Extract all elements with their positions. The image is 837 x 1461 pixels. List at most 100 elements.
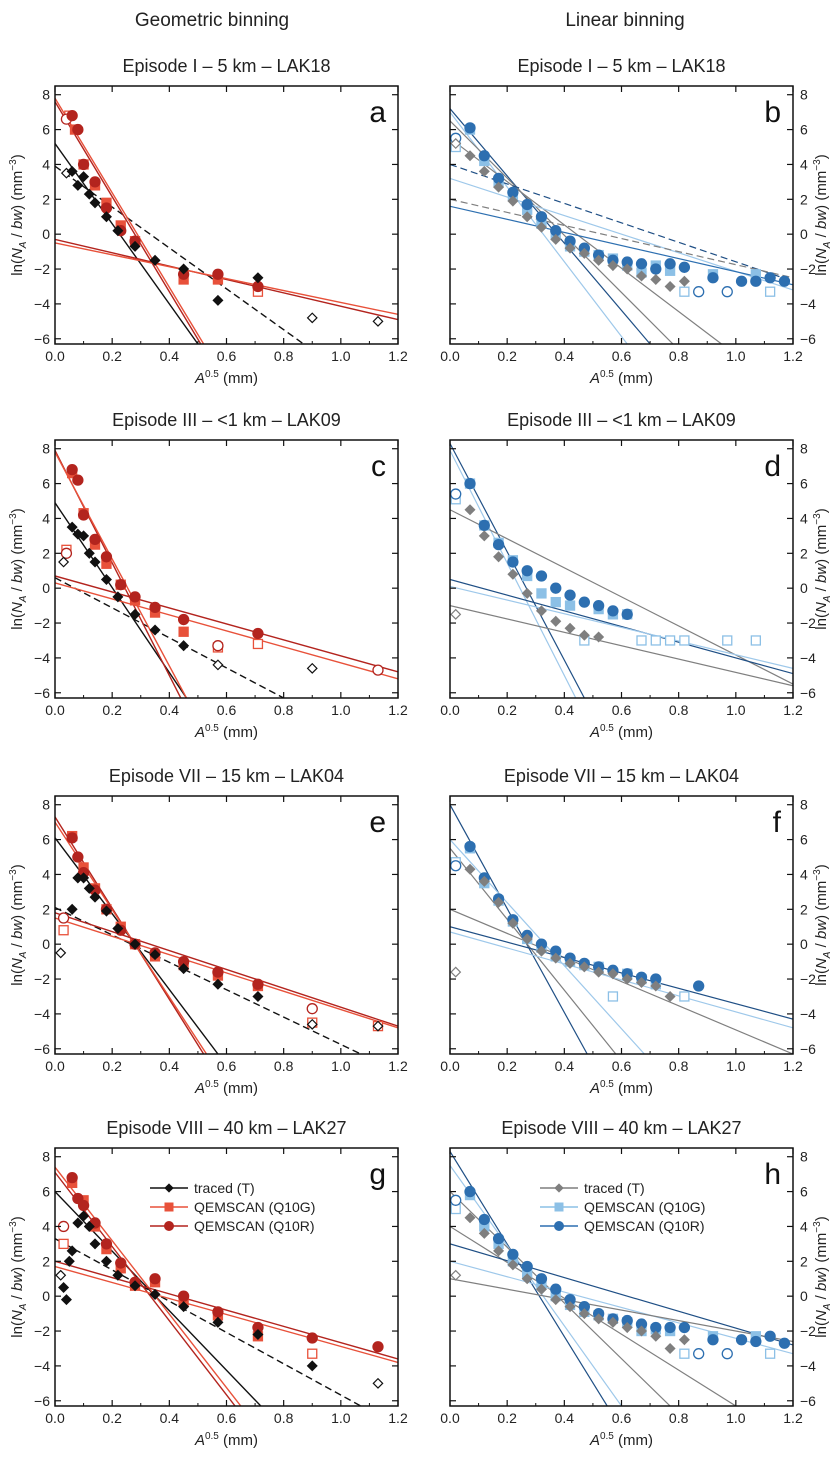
x-axis-label-unit: (mm) — [219, 1080, 258, 1097]
traced-point — [212, 1316, 224, 1328]
x-tick-label: 0.4 — [555, 1058, 575, 1074]
x-axis-label-unit: (mm) — [219, 1432, 258, 1449]
y-tick-label: 6 — [42, 122, 50, 138]
legend-marker — [164, 1202, 174, 1212]
legend-marker — [164, 1221, 174, 1231]
x-axis-label-var: A — [589, 1080, 600, 1097]
y-label-unit: ) (mm — [9, 1233, 26, 1272]
y-label-bw: bw — [813, 209, 830, 229]
x-axis-label: A0.5 (mm) — [589, 369, 653, 387]
q10r-point — [535, 211, 548, 223]
traced-point — [78, 1210, 90, 1222]
x-axis-label-exp: 0.5 — [205, 369, 219, 380]
traced-point — [372, 1020, 384, 1032]
panel-g: Episode VIII – 40 km – LAK27 0.0 0.2 0.4 0.6… — [8, 1118, 408, 1449]
q10r-point — [550, 582, 562, 594]
y-tick-label: −2 — [800, 615, 816, 631]
y-label-sub: A — [822, 1303, 833, 1311]
y-label-unit: ) (mm — [9, 171, 26, 210]
y-tick-label: 8 — [800, 441, 808, 457]
y-label-exp: −3 — [812, 159, 823, 171]
traced-point — [521, 933, 533, 945]
x-tick-label: 0.6 — [217, 348, 237, 364]
traced-point — [112, 225, 124, 237]
q10r-point — [66, 832, 78, 844]
traced-point — [607, 1316, 619, 1328]
y-label-ln: ln( — [813, 1321, 830, 1338]
x-axis-label-unit: (mm) — [614, 1080, 653, 1097]
x-tick-label: 0.4 — [160, 348, 180, 364]
traced-point — [478, 165, 490, 177]
y-label-ln: ln( — [813, 259, 830, 276]
x-tick-label: 1.2 — [783, 348, 803, 364]
y-tick-label: −4 — [34, 296, 50, 312]
q10r-point — [521, 565, 533, 577]
traced-point — [63, 1255, 75, 1267]
x-tick-label: 0.2 — [102, 1410, 122, 1426]
y-label-sub: A — [822, 595, 833, 603]
y-label-close: ) — [9, 154, 26, 159]
panel-title: Episode VII – 15 km – LAK04 — [109, 766, 344, 786]
panel-title: Episode VIII – 40 km – LAK27 — [501, 1118, 741, 1138]
traced-point — [664, 990, 676, 1002]
traced-point — [78, 171, 90, 183]
traced-point — [578, 1308, 590, 1320]
legend-label: QEMSCAN (Q10G) — [194, 1199, 315, 1215]
q10r-point — [778, 275, 791, 287]
q10r-point — [478, 519, 490, 532]
y-tick-label: −2 — [34, 1323, 50, 1339]
traced-point — [306, 662, 318, 674]
fit-line — [55, 577, 284, 698]
y-tick-label: 8 — [800, 87, 808, 103]
traced-point — [564, 622, 576, 634]
q10r-point — [693, 1348, 705, 1360]
y-label-slash: / — [9, 583, 26, 596]
y-label-slash: / — [813, 1291, 830, 1304]
q10r-point — [592, 599, 605, 612]
y-tick-label: −4 — [800, 650, 816, 666]
traced-point — [372, 1377, 384, 1389]
fit-line — [55, 451, 188, 698]
traced-point — [450, 608, 462, 620]
q10r-point — [60, 547, 73, 559]
q10r-point — [564, 589, 576, 601]
x-tick-label: 1.0 — [726, 1410, 746, 1426]
q10r-point — [252, 627, 264, 640]
q10r-point — [177, 613, 190, 626]
x-tick-label: 0.2 — [102, 702, 122, 718]
x-tick-label: 0.0 — [440, 1058, 460, 1074]
q10r-point — [492, 1232, 505, 1245]
panel-plot-area — [55, 97, 398, 344]
y-tick-label: −4 — [800, 1358, 816, 1374]
y-tick-label: −4 — [800, 296, 816, 312]
y-label-n: N — [9, 1310, 26, 1321]
traced-point — [58, 556, 70, 568]
q10r-point — [89, 533, 101, 546]
fit-line — [55, 1171, 236, 1406]
y-label-sub: A — [822, 951, 833, 959]
fit-line — [55, 238, 398, 321]
x-tick-label: 0.4 — [555, 1410, 575, 1426]
traced-point — [664, 1342, 676, 1354]
panel-c: Episode III – <1 km – LAK09 0.0 0.2 0.4 0.6 0… — [8, 410, 408, 741]
panel-a: Episode I – 5 km – LAK18 0.0 0.2 0.4 0.6 0.8 1… — [8, 56, 408, 387]
x-tick-label: 0.6 — [612, 348, 632, 364]
traced-point — [450, 966, 462, 978]
x-tick-label: 1.0 — [726, 702, 746, 718]
x-tick-label: 0.2 — [102, 348, 122, 364]
q10r-point — [306, 1003, 318, 1015]
y-tick-label: 2 — [800, 1253, 808, 1269]
y-tick-label: 0 — [800, 936, 808, 952]
traced-point — [306, 1018, 318, 1030]
y-tick-label: 6 — [800, 122, 808, 138]
y-label-bw: bw — [9, 209, 26, 229]
q10r-point — [778, 1337, 791, 1349]
traced-point — [178, 1301, 190, 1313]
traced-point — [664, 280, 676, 292]
traced-point — [550, 233, 562, 245]
q10r-point — [478, 1213, 490, 1226]
fit-line — [450, 605, 793, 687]
x-tick-label: 0.8 — [669, 702, 689, 718]
q10r-point — [306, 1332, 318, 1344]
panel-title: Episode III – <1 km – LAK09 — [507, 410, 736, 430]
